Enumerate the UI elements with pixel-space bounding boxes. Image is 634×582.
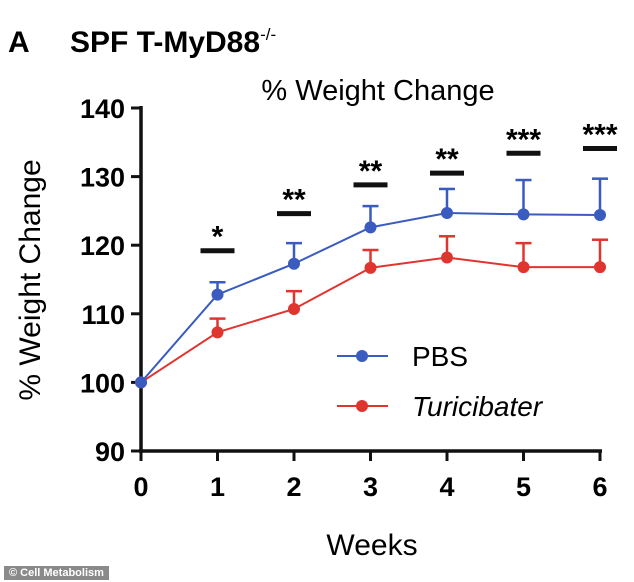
y-tick-label: 120 bbox=[80, 231, 125, 261]
legend-marker bbox=[356, 350, 368, 362]
data-point bbox=[594, 209, 606, 222]
data-point bbox=[517, 261, 530, 274]
x-tick-label: 6 bbox=[592, 472, 607, 502]
legend-marker bbox=[356, 400, 368, 412]
significance-label: ** bbox=[435, 143, 459, 176]
significance-label: ** bbox=[282, 184, 306, 217]
chart-title: % Weight Change bbox=[261, 75, 494, 107]
y-tick-label: 100 bbox=[80, 368, 125, 398]
x-tick-label: 0 bbox=[133, 472, 148, 502]
data-point bbox=[364, 261, 377, 274]
data-point bbox=[288, 302, 300, 315]
y-tick-label: 130 bbox=[80, 163, 125, 193]
x-axis-label: Weeks bbox=[326, 529, 417, 562]
data-point bbox=[211, 288, 224, 301]
panel-heading: SPF T-MyD88-/- bbox=[70, 25, 276, 59]
y-axis-label: % Weight Change bbox=[14, 159, 47, 400]
credit-watermark: © Cell Metabolism bbox=[4, 566, 109, 580]
significance-label: * bbox=[212, 221, 224, 254]
x-tick-label: 5 bbox=[516, 472, 531, 502]
data-point bbox=[441, 251, 453, 264]
x-tick-label: 2 bbox=[286, 472, 301, 502]
data-point bbox=[517, 208, 530, 221]
data-point bbox=[441, 206, 453, 219]
data-point bbox=[135, 376, 147, 389]
legend-label: PBS bbox=[412, 341, 468, 372]
significance-label: *** bbox=[506, 123, 541, 156]
panel-label: A bbox=[8, 26, 30, 59]
y-tick-label: 90 bbox=[95, 437, 125, 467]
data-point bbox=[211, 326, 224, 339]
y-tick-label: 140 bbox=[80, 94, 125, 124]
data-point bbox=[594, 261, 606, 274]
x-tick-label: 4 bbox=[439, 472, 454, 502]
series-line bbox=[140, 256, 600, 384]
significance-label: ** bbox=[359, 155, 383, 188]
x-tick-label: 1 bbox=[210, 472, 225, 502]
legend-label: Turicibater bbox=[412, 391, 544, 422]
y-tick-label: 110 bbox=[81, 300, 125, 330]
significance-label: *** bbox=[582, 118, 617, 151]
data-point bbox=[288, 257, 300, 270]
data-point bbox=[364, 221, 377, 234]
x-tick-label: 3 bbox=[363, 472, 378, 502]
